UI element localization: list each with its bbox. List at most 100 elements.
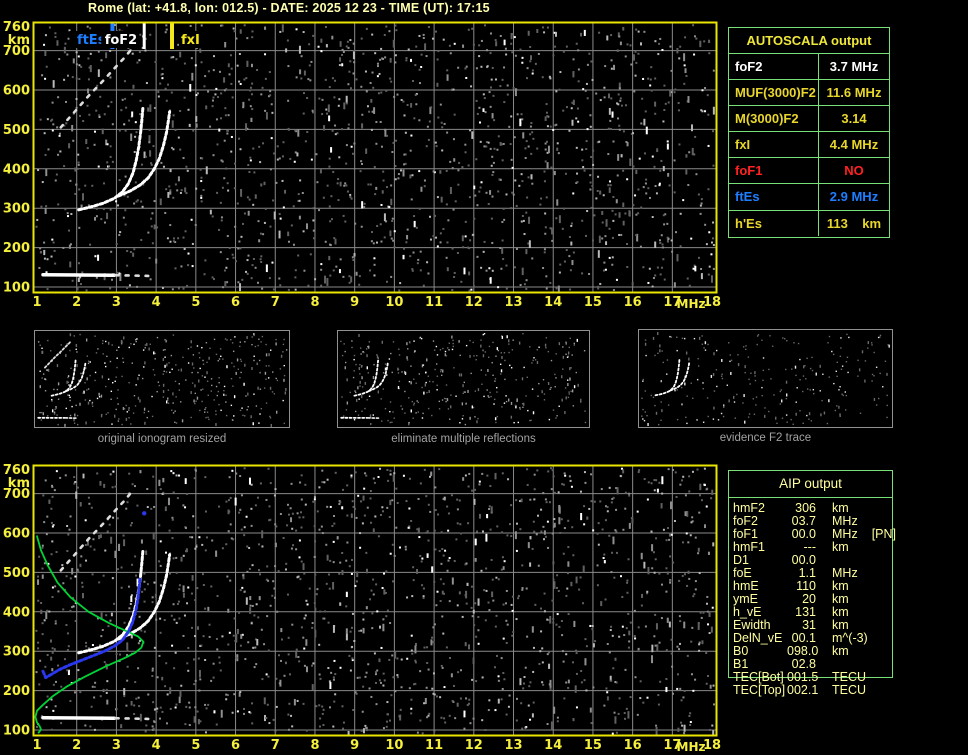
svg-text:11: 11: [425, 738, 443, 753]
aip-row-B0: B0 098.0 km: [733, 645, 953, 658]
aip-param-unit: TECU: [832, 670, 867, 684]
svg-text:km: km: [8, 476, 30, 491]
aip-param-label: foE: [733, 566, 752, 580]
svg-text:2: 2: [72, 738, 81, 753]
aip-row-TEC[Bot]: TEC[Bot] 001.5 TECU: [733, 671, 953, 684]
aip-gap: [816, 645, 832, 658]
aip-param-value: 131: [795, 605, 816, 619]
thumbnail-caption-original: original ionogram resized: [97, 433, 227, 445]
aip-param-value: 098.0: [787, 644, 819, 658]
aip-row-ymE: ymE 20 km: [733, 593, 953, 606]
svg-text:MHz: MHz: [677, 740, 706, 754]
svg-text:16: 16: [624, 295, 642, 310]
svg-text:1: 1: [32, 738, 41, 753]
aip-param-value: 002.1: [787, 683, 819, 697]
autoscala-param-label: ftEs: [729, 184, 819, 210]
aip-param-label: hmF2: [733, 501, 765, 515]
svg-text:3: 3: [112, 295, 121, 310]
aip-param-label: hmF1: [733, 540, 765, 554]
autoscala-param-value: 3.14: [841, 111, 867, 127]
svg-text:6: 6: [231, 295, 240, 310]
svg-text:600: 600: [3, 527, 30, 542]
aip-table-title: AIP output: [729, 471, 892, 498]
autoscala-row-h'Es: h'Es 113 km: [729, 210, 889, 236]
svg-text:100: 100: [3, 723, 30, 738]
svg-text:4: 4: [152, 738, 161, 753]
svg-text:17: 17: [663, 295, 681, 310]
aip-row-h_vE: h_vE 131 km: [733, 606, 953, 619]
aip-param-label: DelN_vE: [733, 631, 783, 645]
svg-text:3: 3: [112, 738, 121, 753]
aip-gap: [816, 528, 832, 541]
svg-text:500: 500: [3, 566, 30, 581]
svg-text:13: 13: [504, 738, 522, 753]
autoscala-param-value: 4.4 MHz: [829, 137, 879, 153]
svg-text:100: 100: [3, 280, 30, 295]
svg-text:8: 8: [310, 295, 319, 310]
svg-text:16: 16: [624, 738, 642, 753]
aip-param-value: 306: [795, 501, 816, 515]
aip-row-hmF1: hmF1 --- km: [733, 541, 953, 554]
autoscala-param-value: 3.7 MHz: [829, 59, 879, 74]
aip-gap: [816, 684, 832, 697]
aip-param-label: foF2: [733, 514, 759, 528]
aip-row-hmE: hmE 110 km: [733, 580, 953, 593]
svg-text:4: 4: [152, 295, 161, 310]
autoscala-row-fxI: fxI 4.4 MHz: [729, 132, 889, 159]
aip-param-value: ---: [803, 540, 817, 554]
aip-param-unit: TECU: [832, 683, 867, 697]
autoscala-row-M(3000)F2: M(3000)F2 3.14: [729, 106, 889, 133]
aip-gap: [816, 632, 832, 645]
autoscala-row-ftEs: ftEs 2.9 MHz: [729, 184, 889, 211]
aip-param-label: B0: [733, 644, 749, 658]
aip-param-label: h_vE: [733, 605, 762, 619]
thumbnail-caption-reflections: eliminate multiple reflections: [391, 433, 536, 445]
aip-gap: [816, 658, 832, 671]
aip-param-label: TEC[Bot]: [733, 670, 784, 684]
aip-table-rows: hmF2 306 km foF2 03.7 MHz foF1 00.0 MHz [PN] hmF1-…: [733, 502, 953, 697]
aip-param-unit: MHz: [832, 514, 858, 528]
svg-text:760: 760: [3, 20, 30, 35]
svg-text:km: km: [8, 33, 30, 48]
svg-text:12: 12: [465, 295, 483, 310]
autoscala-param-label: MUF(3000)F2: [729, 80, 819, 106]
svg-text:400: 400: [3, 162, 30, 177]
autoscala-param-label: foF1: [729, 158, 819, 184]
aip-param-unit: km: [832, 501, 849, 515]
aip-row-Ewidth: Ewidth 31 km: [733, 619, 953, 632]
svg-text:300: 300: [3, 202, 30, 217]
aip-gap: [816, 541, 832, 554]
svg-text:11: 11: [425, 295, 443, 310]
autoscala-param-value: 2.9 MHz: [829, 189, 879, 205]
aip-param-value: 001.5: [787, 670, 819, 684]
marker-label-ftEs: ftEs: [77, 33, 106, 48]
aip-param-value: 00.0: [791, 553, 816, 567]
marker-label-fxI: fxI: [181, 33, 200, 48]
svg-text:MHz: MHz: [677, 297, 706, 311]
aip-param-unit: km: [832, 618, 849, 632]
svg-text:7: 7: [271, 295, 280, 310]
svg-text:760: 760: [3, 463, 30, 478]
aip-param-value: 1.1: [798, 566, 816, 580]
autoscala-row-foF1: foF1 NO: [729, 158, 889, 185]
autoscala-row-MUF(3000)F2: MUF(3000)F2 11.6 MHz: [729, 80, 889, 107]
aip-param-unit: MHz: [832, 566, 858, 580]
aip-gap: [816, 606, 832, 619]
svg-text:9: 9: [350, 738, 359, 753]
svg-text:18: 18: [703, 738, 721, 753]
autoscala-param-label: foF2: [729, 54, 819, 80]
autoscala-param-value: NO: [844, 163, 864, 179]
aip-param-label: Ewidth: [733, 618, 771, 632]
svg-text:5: 5: [191, 738, 200, 753]
aip-row-DelN_vE: DelN_vE 00.1 m^(-3): [733, 632, 953, 645]
svg-text:600: 600: [3, 84, 30, 99]
aip-param-value: 00.1: [791, 631, 816, 645]
aip-row-foE: foE 1.1 MHz: [733, 567, 953, 580]
aip-param-label: B1: [733, 657, 749, 671]
aip-param-label: hmE: [733, 579, 759, 593]
aip-gap: [816, 567, 832, 580]
svg-text:14: 14: [544, 738, 562, 753]
svg-text:10: 10: [385, 295, 403, 310]
autoscala-row-foF2: foF2 3.7 MHz: [729, 54, 889, 81]
